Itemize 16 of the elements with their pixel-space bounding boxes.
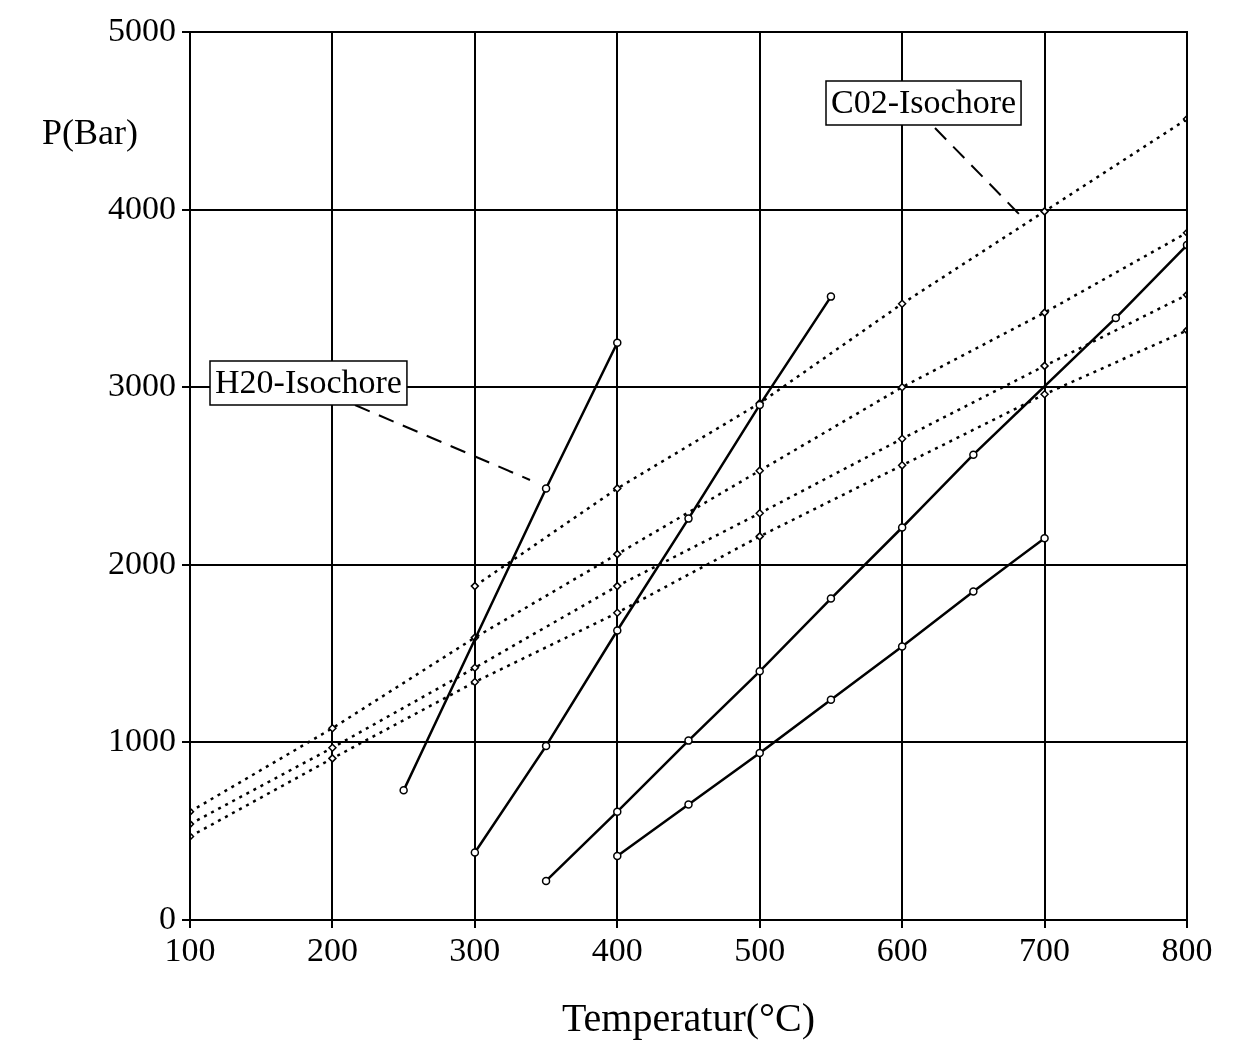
annotation: H20-Isochore — [215, 362, 402, 400]
x-tick-label: 700 — [1019, 931, 1071, 969]
y-tick-label: 5000 — [108, 10, 176, 48]
y-tick-label: 2000 — [108, 543, 176, 581]
x-tick-label: 500 — [734, 931, 786, 969]
y-tick-label: 4000 — [108, 188, 176, 226]
x-axis-title: Temperatur(°C) — [561, 994, 816, 1040]
x-tick-label: 200 — [306, 931, 358, 969]
annotation: C02-Isochore — [831, 82, 1017, 120]
x-tick-label: 800 — [1161, 931, 1213, 969]
y-tick-label: 3000 — [108, 366, 176, 404]
x-tick-label: 300 — [449, 931, 501, 969]
y-axis-title: P(Bar) — [42, 112, 138, 153]
x-tick-label: 600 — [876, 931, 928, 969]
y-tick-label: 1000 — [108, 721, 176, 759]
x-tick-label: 400 — [591, 931, 643, 969]
